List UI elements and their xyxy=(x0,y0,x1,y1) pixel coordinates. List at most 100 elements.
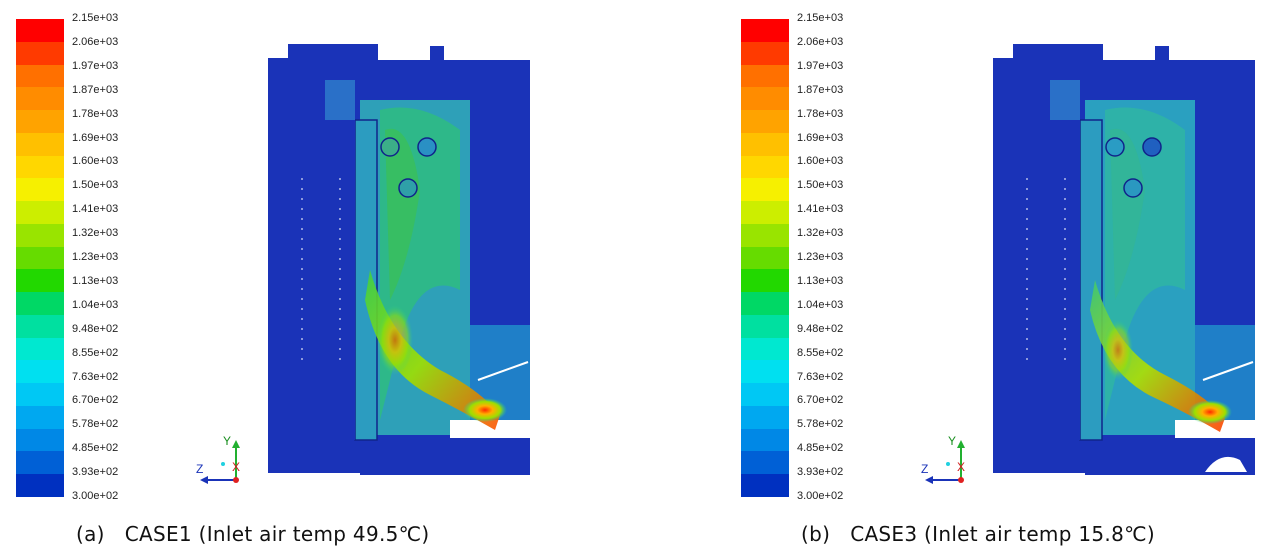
colorbar-swatch xyxy=(741,155,789,179)
colorbar-tick-label: 1.78e+03 xyxy=(72,107,119,120)
colorbar-swatch xyxy=(741,269,789,293)
colorbar-swatch xyxy=(16,337,64,361)
axis-x-label: X xyxy=(232,460,241,474)
axis-z-label: Z xyxy=(921,462,929,476)
colorbar-tick-label: 4.85e+02 xyxy=(72,442,119,455)
colorbar-tick-label: 9.48e+02 xyxy=(797,322,844,335)
colorbar-tick-label: 1.04e+03 xyxy=(797,298,844,311)
colorbar-swatch xyxy=(16,428,64,452)
figure-caption: (b) CASE3 (Inlet air temp 15.8℃) xyxy=(801,522,1155,546)
caption-text: CASE3 (Inlet air temp 15.8℃) xyxy=(850,522,1155,546)
colorbar-tick-label: 8.55e+02 xyxy=(72,346,119,359)
colorbar-tick-label: 3.00e+02 xyxy=(797,490,844,502)
colorbar-swatch xyxy=(741,314,789,339)
colorbar-swatch xyxy=(741,64,789,88)
colorbar-tick-label: 1.13e+03 xyxy=(797,274,844,287)
colorbar-tick-label: 1.23e+03 xyxy=(797,251,844,263)
colorbar-swatch xyxy=(16,383,64,407)
axis-triad: Y Z X xyxy=(196,434,246,486)
colorbar-tick-label: 1.04e+03 xyxy=(72,298,119,311)
colorbar-tick-label: 1.87e+03 xyxy=(72,83,119,96)
axis-y-label: Y xyxy=(223,434,232,448)
colorbar-swatch xyxy=(741,19,789,43)
colorbar-tick-label: 1.97e+03 xyxy=(797,59,844,72)
colorbar-swatch xyxy=(16,246,64,270)
colorbar-tick-label: 1.50e+03 xyxy=(797,179,844,192)
colorbar-swatch xyxy=(16,405,64,430)
colorbar-tick-label: 7.63e+02 xyxy=(72,370,119,383)
caption-label: (b) xyxy=(801,522,831,546)
colorbar-tick-label: 1.78e+03 xyxy=(797,107,844,120)
colorbar-swatch xyxy=(16,314,64,339)
axis-triad: Y Z X xyxy=(921,434,971,486)
colorbar-swatch xyxy=(16,292,64,316)
colorbar-swatch xyxy=(16,269,64,293)
colorbar-tick-label: 4.85e+02 xyxy=(797,442,844,455)
colorbar-swatch xyxy=(741,223,789,248)
colorbar-tick-label: 3.93e+02 xyxy=(797,466,844,479)
colorbar-tick-label: 2.15e+03 xyxy=(72,12,119,24)
colorbar-swatch xyxy=(16,110,64,134)
colorbar-tick-label: 6.70e+02 xyxy=(797,394,844,407)
colorbar-swatch xyxy=(741,201,789,225)
colorbar xyxy=(16,19,64,498)
axis-x-label: X xyxy=(957,460,966,474)
colorbar-tick-label: 9.48e+02 xyxy=(72,322,119,335)
axis-z-label: Z xyxy=(196,462,204,476)
colorbar-swatch xyxy=(16,474,64,498)
colorbar-tick-label: 1.60e+03 xyxy=(797,155,844,168)
colorbar-tick-label: 6.70e+02 xyxy=(72,394,119,407)
colorbar-tick-label: 1.69e+03 xyxy=(72,131,119,144)
colorbar-tick-label: 1.97e+03 xyxy=(72,59,119,72)
colorbar-swatch xyxy=(741,110,789,134)
colorbar-tick-label: 3.93e+02 xyxy=(72,466,119,479)
colorbar-swatch xyxy=(16,360,64,384)
colorbar-swatch xyxy=(16,41,64,65)
colorbar-swatch xyxy=(741,132,789,157)
colorbar-tick-label: 1.41e+03 xyxy=(797,203,844,216)
colorbar-tick-label: 8.55e+02 xyxy=(797,346,844,359)
colorbar-swatch xyxy=(741,474,789,498)
temperature-contour-plot xyxy=(993,44,1255,475)
colorbar-tick-label: 1.60e+03 xyxy=(72,155,119,168)
colorbar-ticks: 2.15e+03 2.06e+03 1.97e+03 1.87e+03 1.78e+03… xyxy=(797,0,907,510)
colorbar-swatch xyxy=(16,64,64,88)
colorbar-swatch xyxy=(741,337,789,361)
contour-panel-case1: 2.15e+03 2.06e+03 1.97e+03 1.87e+03 1.78e+03… xyxy=(16,0,530,546)
colorbar-tick-label: 1.50e+03 xyxy=(72,179,119,192)
colorbar-tick-label: 1.41e+03 xyxy=(72,203,119,216)
colorbar-tick-label: 2.06e+03 xyxy=(797,35,844,48)
colorbar xyxy=(741,19,789,498)
colorbar-ticks: 2.15e+03 2.06e+03 1.97e+03 1.87e+03 1.78e+03… xyxy=(72,0,182,510)
colorbar-swatch xyxy=(741,292,789,316)
caption-text: CASE1 (Inlet air temp 49.5℃) xyxy=(124,522,430,546)
temperature-contour-plot xyxy=(268,44,530,475)
colorbar-swatch xyxy=(16,451,64,475)
colorbar-swatch xyxy=(741,383,789,407)
colorbar-swatch xyxy=(741,178,789,202)
colorbar-swatch xyxy=(741,87,789,111)
colorbar-tick-label: 5.78e+02 xyxy=(797,418,844,431)
colorbar-tick-label: 7.63e+02 xyxy=(797,370,844,383)
colorbar-tick-label: 1.32e+03 xyxy=(797,227,844,240)
contour-panel-case3: 2.15e+03 2.06e+03 1.97e+03 1.87e+03 1.78e+03… xyxy=(725,0,1274,559)
colorbar-tick-label: 1.87e+03 xyxy=(797,83,844,96)
colorbar-tick-label: 2.06e+03 xyxy=(72,35,119,48)
colorbar-swatch xyxy=(741,405,789,430)
axis-y-label: Y xyxy=(948,434,957,448)
colorbar-tick-label: 5.78e+02 xyxy=(72,418,119,431)
figure-caption: (a) CASE1 (Inlet air temp 49.5℃) xyxy=(76,522,430,546)
colorbar-tick-label: 2.15e+03 xyxy=(797,12,844,24)
colorbar-swatch xyxy=(16,87,64,111)
colorbar-swatch xyxy=(741,451,789,475)
colorbar-tick-label: 1.13e+03 xyxy=(72,274,119,287)
colorbar-swatch xyxy=(741,360,789,384)
caption-label: (a) xyxy=(76,522,105,546)
colorbar-swatch xyxy=(16,19,64,43)
colorbar-swatch xyxy=(16,132,64,157)
colorbar-swatch xyxy=(16,223,64,248)
colorbar-tick-label: 1.23e+03 xyxy=(72,251,119,263)
colorbar-swatch xyxy=(741,246,789,270)
colorbar-swatch xyxy=(16,201,64,225)
colorbar-swatch xyxy=(741,428,789,452)
